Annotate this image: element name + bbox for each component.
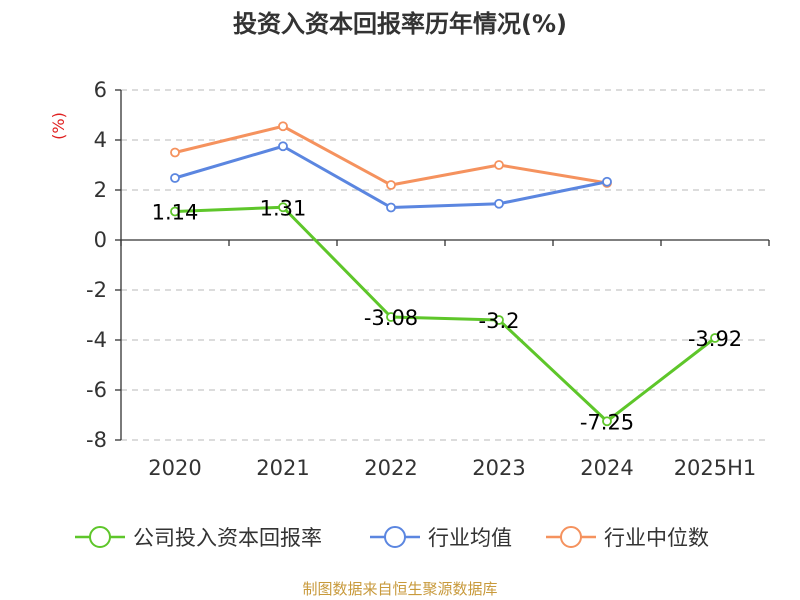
y-tick-label: 0 xyxy=(94,228,107,252)
legend-label: 行业均值 xyxy=(428,526,512,550)
y-tick-label: 2 xyxy=(94,178,107,202)
y-tick-labels: 6 4 2 0 -2 -4 -6 -8 xyxy=(86,78,107,452)
data-point xyxy=(602,176,612,187)
data-point xyxy=(386,202,396,213)
x-tick-label: 2023 xyxy=(472,456,525,480)
series-line xyxy=(174,144,608,209)
data-label: 1.31 xyxy=(260,196,307,220)
x-tick-labels: 2020 2021 2022 2023 2024 2025H1 xyxy=(148,456,756,480)
data-point xyxy=(170,147,180,158)
grid-lines xyxy=(121,89,769,441)
legend: 公司投入资本回报率 行业均值 行业中位数 xyxy=(75,526,709,550)
y-tick-label: 4 xyxy=(94,128,107,152)
data-point xyxy=(710,333,720,343)
data-label: -3.92 xyxy=(688,327,742,351)
x-tick-label: 2020 xyxy=(148,456,201,480)
data-labels: 1.14 1.31 -3.08 -3.2 -7.25 -3.92 xyxy=(152,196,743,434)
series-lines xyxy=(170,121,720,427)
series-line xyxy=(174,124,608,187)
data-point xyxy=(494,198,504,209)
legend-label: 公司投入资本回报率 xyxy=(133,526,322,550)
legend-label: 行业中位数 xyxy=(604,526,709,550)
legend-swatch-marker xyxy=(89,526,111,548)
data-label: 1.14 xyxy=(152,201,199,225)
data-label: -3.08 xyxy=(364,306,418,330)
data-label: -7.25 xyxy=(580,410,634,434)
data-point xyxy=(494,160,504,170)
x-tick-label: 2022 xyxy=(364,456,417,480)
axes xyxy=(115,89,770,441)
data-point xyxy=(278,121,288,132)
y-tick-label: -4 xyxy=(86,328,107,352)
y-tick-label: -2 xyxy=(86,278,107,302)
chart-title: 投资入资本回报率历年情况(%) xyxy=(233,10,567,38)
series-line xyxy=(174,205,716,423)
data-point xyxy=(278,202,288,213)
y-tick-label: -8 xyxy=(86,428,107,452)
x-tick-label: 2021 xyxy=(256,456,309,480)
data-point xyxy=(278,141,288,152)
x-tick-label: 2025H1 xyxy=(674,456,757,480)
x-tick-label: 2024 xyxy=(580,456,633,480)
data-point xyxy=(170,206,180,217)
data-point xyxy=(386,180,396,190)
data-label: -3.2 xyxy=(479,309,520,333)
data-point xyxy=(170,173,180,183)
source-note: 制图数据来自恒生聚源数据库 xyxy=(302,580,498,598)
legend-swatch-marker xyxy=(384,526,406,548)
y-tick-label: 6 xyxy=(94,78,107,102)
legend-swatch-marker xyxy=(560,526,582,548)
data-point xyxy=(602,416,612,427)
y-axis-unit-label: (%) xyxy=(49,112,68,140)
data-point xyxy=(386,312,396,322)
y-tick-label: -6 xyxy=(86,378,107,402)
data-point xyxy=(494,315,504,325)
